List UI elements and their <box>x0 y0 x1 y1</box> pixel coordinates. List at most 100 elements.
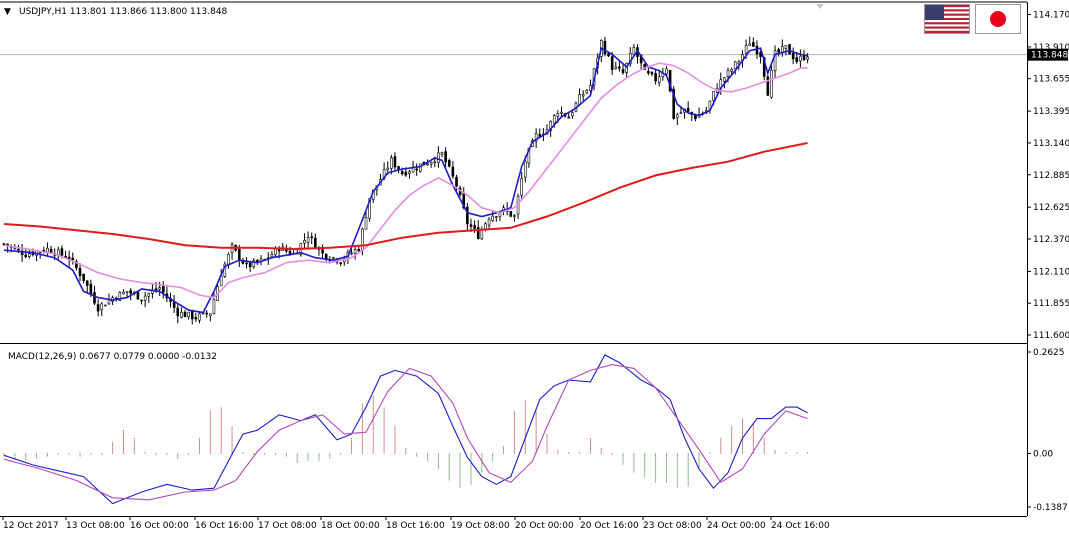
time-tick-label: 13 Oct 08:00 <box>66 521 125 531</box>
price-tick-label: 112.370 <box>1033 235 1069 245</box>
candle-body <box>676 114 679 118</box>
candle-body <box>180 312 183 318</box>
candle-body <box>672 88 676 119</box>
candle-body <box>46 247 49 253</box>
price-tick-label: 111.600 <box>1033 331 1069 341</box>
candle-body <box>194 317 198 320</box>
macd-signal-line <box>3 364 808 501</box>
candle-body <box>578 94 581 105</box>
candle-body <box>552 115 556 124</box>
candle-body <box>534 133 538 142</box>
candle-body <box>190 311 194 320</box>
candle-body <box>161 285 165 293</box>
candle-body <box>748 43 752 46</box>
candle-body <box>777 49 780 53</box>
jp-flag-graphic <box>976 5 1020 33</box>
candle-body <box>212 299 216 314</box>
candle-body <box>96 304 100 312</box>
price-tick-label: 113.910 <box>1033 43 1069 53</box>
candle-body <box>509 211 513 217</box>
candle-body <box>2 243 6 246</box>
price-tick-label: 113.655 <box>1033 75 1069 85</box>
time-tick-label: 16 Oct 16:00 <box>195 521 254 531</box>
candle-body <box>310 236 314 239</box>
candle-body <box>752 42 755 47</box>
candle-body <box>248 262 252 268</box>
macd-line <box>3 354 808 505</box>
candle-body <box>473 225 476 229</box>
candle-body <box>350 252 353 255</box>
candle-body <box>560 111 563 114</box>
candle-body <box>28 253 31 257</box>
candle-body <box>24 254 28 258</box>
candle-body <box>71 257 75 261</box>
candle-body <box>455 176 458 187</box>
scroll-marker-icon[interactable] <box>816 4 824 9</box>
candle-body <box>357 249 361 251</box>
candle-body <box>686 107 690 112</box>
candle-body <box>390 157 393 169</box>
candle-body <box>339 262 342 265</box>
candle-body <box>361 228 364 251</box>
time-tick-label: 20 Oct 16:00 <box>580 521 639 531</box>
price-tick-label: 111.855 <box>1033 299 1069 309</box>
candle-body <box>712 91 715 102</box>
us-flag-icon[interactable] <box>924 4 970 34</box>
jp-flag-icon[interactable] <box>975 4 1021 34</box>
candle-body <box>773 50 777 72</box>
candle-body <box>198 313 201 321</box>
candle-body <box>107 299 111 305</box>
candle-body <box>230 244 234 253</box>
candle-body <box>176 307 180 317</box>
candle-body <box>755 45 759 55</box>
price-axis: 114.170 113.910 113.655 113.395 113.140 112.8… <box>1027 10 1069 341</box>
candle-body <box>744 45 748 54</box>
time-axis: 12 Oct 2017 13 Oct 08:00 16 Oct 00:00 16 Oc… <box>2 516 830 531</box>
candle-body <box>400 171 404 175</box>
candle-body <box>426 163 429 166</box>
candle-body <box>85 280 89 286</box>
time-tick-label: 23 Oct 08:00 <box>643 521 702 531</box>
candle-body <box>444 151 447 163</box>
dropdown-arrow-icon[interactable]: ▼ <box>4 7 11 17</box>
candle-body <box>238 248 241 261</box>
candle-body <box>187 311 190 318</box>
ma-slow-line <box>3 142 808 251</box>
candle-body <box>618 66 621 69</box>
candle-body <box>571 112 574 117</box>
current-price-tag <box>1028 48 1068 61</box>
macd-tick-label: 0.00 <box>1033 449 1053 459</box>
candle-body <box>404 171 408 176</box>
candle-body <box>657 76 661 83</box>
candle-body <box>770 69 773 98</box>
candle-body <box>523 160 527 178</box>
candle-body <box>607 53 610 57</box>
time-tick-label: 18 Oct 00:00 <box>321 521 380 531</box>
candle-body <box>364 217 368 230</box>
candle-body <box>154 288 158 291</box>
candle-body <box>415 168 418 171</box>
candle-body <box>321 249 324 254</box>
candle-body <box>791 52 795 60</box>
current-price-label: 113.848 <box>1031 51 1068 61</box>
candle-body <box>799 55 802 62</box>
candle-body <box>252 260 256 267</box>
candle-body <box>520 178 523 196</box>
candle-body <box>585 89 589 94</box>
candle-body <box>726 70 730 77</box>
candle-body <box>621 69 625 73</box>
time-tick-label: 20 Oct 00:00 <box>515 521 574 531</box>
time-tick-label: 24 Oct 00:00 <box>707 521 766 531</box>
candle-body <box>140 299 143 302</box>
candle-body <box>147 293 151 297</box>
candle-body <box>491 215 495 221</box>
candle-body <box>549 120 552 132</box>
candle-body <box>437 152 440 163</box>
candle-body <box>418 163 422 172</box>
candle-body <box>17 248 20 251</box>
time-tick-label: 16 Oct 00:00 <box>130 521 189 531</box>
candle-body <box>303 240 306 244</box>
price-tick-label: 113.395 <box>1033 107 1069 117</box>
candle-body <box>82 273 85 281</box>
